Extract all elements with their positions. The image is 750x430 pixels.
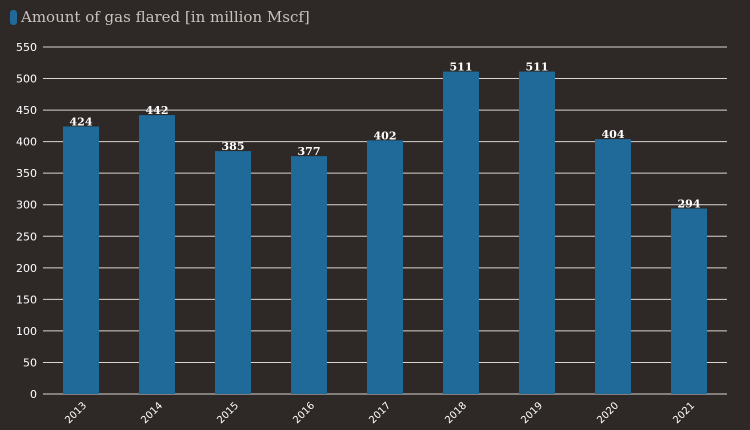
x-tick-label-2021: 2021 — [671, 400, 697, 426]
x-axis-ticks: 2013 2014 2015 2016 2017 2018 2019 2020 2021 — [63, 400, 697, 426]
bar-2020 — [595, 139, 631, 394]
bar-2021 — [671, 208, 707, 394]
y-tick-label: 50 — [23, 356, 37, 369]
x-tick-label-2015: 2015 — [215, 400, 241, 426]
data-label-2020: 404 — [602, 128, 625, 141]
data-label-2019: 511 — [526, 61, 549, 74]
y-tick-label: 150 — [16, 293, 37, 306]
legend: Amount of gas flared [in million Mscf] — [10, 6, 310, 28]
data-labels: 424 442 385 377 402 511 511 404 294 — [70, 61, 701, 211]
y-tick-label: 100 — [16, 325, 37, 338]
x-tick-label-2014: 2014 — [139, 400, 165, 426]
y-tick-label: 450 — [16, 104, 37, 117]
data-label-2021: 294 — [678, 198, 701, 211]
y-tick-label: 400 — [16, 136, 37, 149]
x-tick-label-2018: 2018 — [443, 400, 469, 426]
data-label-2018: 511 — [450, 61, 473, 74]
y-tick-label: 300 — [16, 199, 37, 212]
y-tick-label: 350 — [16, 167, 37, 180]
bar-2019 — [519, 71, 555, 394]
bar-2013 — [63, 126, 99, 395]
y-tick-label: 250 — [16, 230, 37, 243]
y-tick-label: 550 — [16, 41, 37, 54]
data-label-2014: 442 — [146, 104, 169, 117]
bar-2018 — [443, 71, 479, 394]
data-label-2017: 402 — [374, 129, 397, 142]
bar-2015 — [215, 151, 251, 394]
x-tick-label-2020: 2020 — [595, 400, 621, 426]
y-tick-label: 500 — [16, 73, 37, 86]
legend-swatch — [10, 9, 17, 25]
x-tick-label-2019: 2019 — [519, 400, 545, 426]
x-tick-label-2013: 2013 — [63, 400, 89, 426]
legend-label: Amount of gas flared [in million Mscf] — [21, 8, 310, 26]
y-axis-ticks: 0 50 100 150 200 250 300 350 400 450 500 550 — [16, 41, 37, 401]
data-label-2013: 424 — [70, 115, 93, 128]
bar-2016 — [291, 156, 327, 394]
bar-2014 — [139, 115, 175, 394]
x-tick-label-2016: 2016 — [291, 400, 317, 426]
data-label-2015: 385 — [222, 140, 245, 153]
bar-2017 — [367, 140, 403, 394]
data-label-2016: 377 — [298, 145, 321, 158]
y-tick-label: 0 — [30, 388, 37, 401]
y-tick-label: 200 — [16, 262, 37, 275]
bars — [63, 71, 707, 395]
x-tick-label-2017: 2017 — [367, 400, 393, 426]
